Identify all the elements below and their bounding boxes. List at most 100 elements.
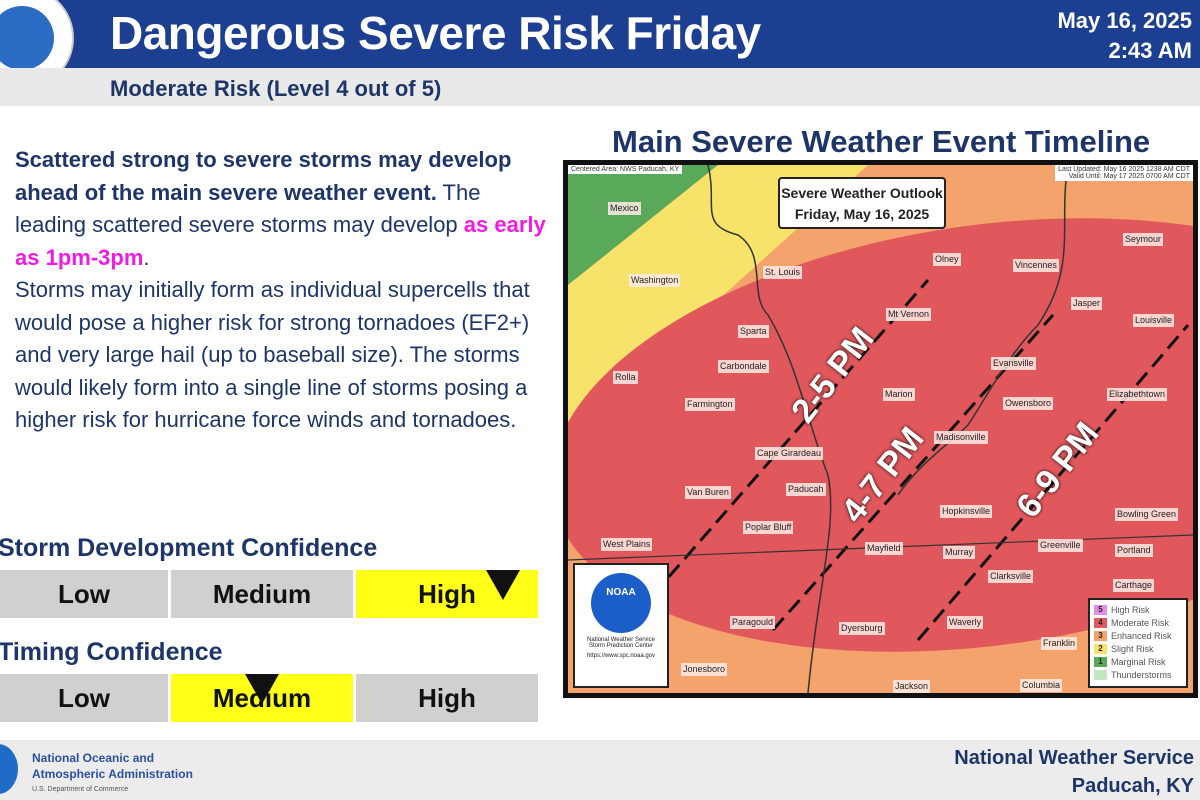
city-label: West Plains <box>601 538 653 551</box>
indicator-triangle-icon <box>486 570 520 600</box>
timing-highlight: as early as 1pm-3pm <box>15 212 546 270</box>
outlook-date: Friday, May 16, 2025 <box>794 206 930 222</box>
intro-bold: Scattered strong to severe storms may de… <box>15 147 512 205</box>
city-label: Seymour <box>1123 233 1164 246</box>
city-label: Clarksville <box>988 570 1034 583</box>
city-label: Mexico <box>608 202 641 215</box>
map-centered-area: Centered Area: NWS Paducah, KY <box>568 165 683 174</box>
legend-swatch: 2 <box>1094 643 1107 654</box>
text1: The leading scattered severe storms may … <box>15 179 481 238</box>
noaa-footer-logo <box>0 744 18 794</box>
noaa-name: National Oceanic and Atmospheric Administ… <box>32 750 193 798</box>
city-label: Hopkinsville <box>940 505 993 518</box>
storm-conf-low: Low <box>0 570 168 618</box>
river-mississippi <box>707 165 832 693</box>
city-label: Mayfield <box>865 542 903 555</box>
issue-date: May 16, 2025 <box>1057 8 1192 33</box>
header-bar <box>0 0 1200 68</box>
city-label: Washington <box>629 274 681 287</box>
city-label: St. Louis <box>763 266 803 279</box>
text3: Storms may initially form as individual … <box>15 277 530 432</box>
city-label: Vincennes <box>1013 259 1059 272</box>
city-label: Murray <box>943 546 976 559</box>
moderate-area <box>568 218 1193 652</box>
city-label: Owensboro <box>1003 397 1054 410</box>
city-label: Elizabethtown <box>1107 388 1168 401</box>
city-label: Paragould <box>730 616 776 629</box>
legend-swatch: 5 <box>1094 604 1107 615</box>
city-label: Portland <box>1115 544 1153 557</box>
legend-item: 3 Enhanced Risk <box>1094 629 1182 642</box>
issue-datetime: May 16, 2025 2:43 AM <box>1057 6 1192 66</box>
legend-swatch <box>1094 669 1107 680</box>
org-line1: National Oceanic and <box>32 751 155 765</box>
valid-until: Valid Until: May 17 2025 0700 AM CDT <box>1068 173 1190 180</box>
indicator-triangle-icon <box>245 674 279 704</box>
issue-time: 2:43 AM <box>1108 38 1192 63</box>
city-label: Evansville <box>991 357 1036 370</box>
timing-line-1 <box>651 279 930 596</box>
legend-label: High Risk <box>1111 604 1150 615</box>
city-label: Cape Girardeau <box>755 447 824 460</box>
legend-item: 2 Slight Risk <box>1094 642 1182 655</box>
timing-confidence-label: Timing Confidence <box>0 638 223 666</box>
noaa-spc-logo: NOAA National Weather Service Storm Predic… <box>573 563 669 688</box>
legend-swatch: 4 <box>1094 617 1107 628</box>
timing-line-3 <box>916 324 1190 641</box>
legend-label: Thunderstorms <box>1111 669 1172 680</box>
city-label: Greenville <box>1038 539 1083 552</box>
city-label: Franklin <box>1041 637 1078 650</box>
city-label: Bowling Green <box>1115 508 1179 521</box>
office-line2: Paducah, KY <box>1071 775 1194 797</box>
legend-label: Marginal Risk <box>1111 656 1166 667</box>
city-label: Van Buren <box>685 486 731 499</box>
city-label: Jonesboro <box>681 663 728 676</box>
legend-label: Moderate Risk <box>1111 617 1170 628</box>
city-label: Columbia <box>1020 679 1063 692</box>
storm-conf-medium: Medium <box>171 570 353 618</box>
city-label: Sparta <box>738 325 769 338</box>
city-label: Olney <box>933 253 961 266</box>
forecast-text: Scattered strong to severe storms may de… <box>15 144 555 437</box>
legend-item: 1 Marginal Risk <box>1094 655 1182 668</box>
noaa-url: https://www.spc.noaa.gov <box>586 653 656 659</box>
legend-item: 4 Moderate Risk <box>1094 616 1182 629</box>
city-label: Carthage <box>1113 579 1155 592</box>
noaa-logo-icon: NOAA <box>591 573 651 633</box>
subheader-bar <box>0 68 1200 106</box>
footer-bar <box>0 740 1200 800</box>
city-label: Mt Vernon <box>886 308 932 321</box>
office-name: National Weather Service Paducah, KY <box>954 744 1194 800</box>
timing-conf-low: Low <box>0 674 168 722</box>
last-updated: Last Updated: May 16 2025 1238 AM CDT <box>1058 166 1190 173</box>
org-line2: Atmospheric Administration <box>32 767 193 781</box>
city-label: Jasper <box>1071 297 1103 310</box>
map-title: Main Severe Weather Event Timeline <box>612 124 1151 159</box>
noaa-caption1: National Weather Service <box>587 637 655 643</box>
outlook-map: Centered Area: NWS Paducah, KY Last Upda… <box>563 160 1198 698</box>
city-label: Farmington <box>685 398 735 411</box>
page-title: Dangerous Severe Risk Friday <box>110 7 761 59</box>
city-label: Dyersburg <box>839 622 885 635</box>
legend-item: 5 High Risk <box>1094 603 1182 616</box>
city-label: Louisville <box>1133 314 1175 327</box>
legend-swatch: 1 <box>1094 656 1107 667</box>
city-label: Waverly <box>947 616 984 629</box>
city-label: Madisonville <box>934 431 988 444</box>
legend-label: Slight Risk <box>1111 643 1154 654</box>
city-label: Marion <box>883 388 915 401</box>
city-label: Jackson <box>893 680 931 693</box>
city-label: Paducah <box>786 483 826 496</box>
legend-swatch: 3 <box>1094 630 1107 641</box>
outlook-title: Severe Weather Outlook <box>781 185 943 201</box>
risk-legend: 5 High Risk 4 Moderate Risk 3 Enhanced Risk 2 S… <box>1088 598 1188 688</box>
legend-item: Thunderstorms <box>1094 668 1182 681</box>
city-label: Poplar Bluff <box>743 521 794 534</box>
risk-level-subtitle: Moderate Risk (Level 4 out of 5) <box>110 76 442 101</box>
timing-conf-high: High <box>356 674 538 722</box>
outlook-title-box: Severe Weather Outlook Friday, May 16, 20… <box>778 177 946 229</box>
noaa-caption2: Storm Prediction Center <box>588 643 654 649</box>
department: U.S. Department of Commerce <box>32 786 129 793</box>
storm-confidence-label: Storm Development Confidence <box>0 534 378 562</box>
city-label: Rolla <box>613 371 638 384</box>
